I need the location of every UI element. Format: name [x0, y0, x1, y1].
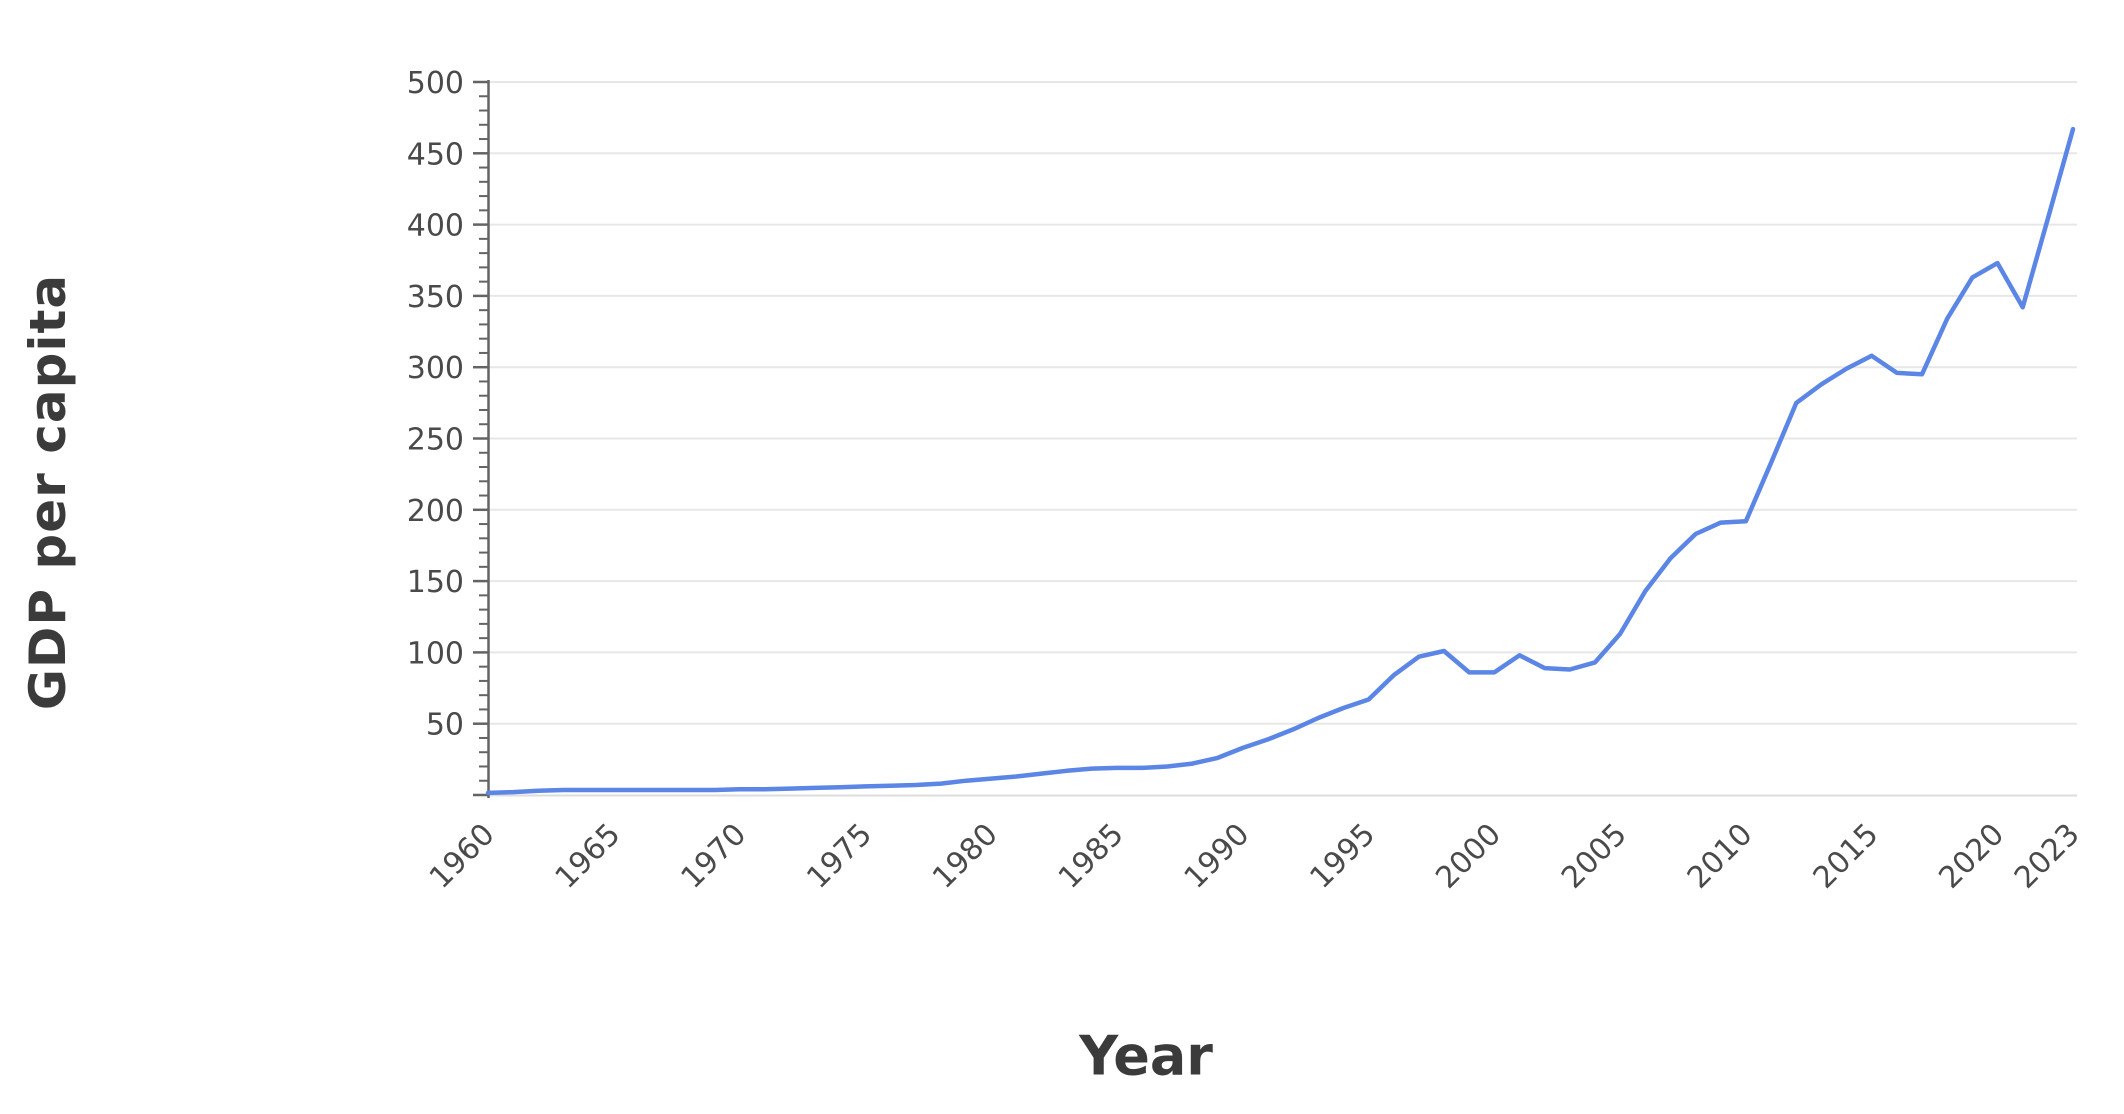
- x-tick-label: 1970: [675, 817, 754, 896]
- y-tick-label: 400: [407, 209, 464, 244]
- y-tick-label: 300: [407, 351, 464, 386]
- gdp-line-series: [485, 126, 2076, 796]
- x-tick-label: 2023: [2008, 817, 2087, 896]
- x-tick-label: 1995: [1303, 817, 1382, 896]
- x-tick-label: 1985: [1052, 817, 1131, 896]
- y-tick-label: 350: [407, 280, 464, 315]
- x-tick-label: 1980: [926, 817, 1005, 896]
- y-tick-label: 200: [407, 494, 464, 529]
- y-tick-label: 150: [407, 565, 464, 600]
- x-tick-label: 2000: [1429, 817, 1508, 896]
- x-tick-label: 2015: [1807, 817, 1886, 896]
- x-tick-label: 2020: [1932, 817, 2011, 896]
- x-tick-label: 1960: [423, 817, 502, 896]
- x-tick-label: 1990: [1178, 817, 1257, 896]
- y-axis-title: GDP per capita: [19, 273, 77, 711]
- x-tick-label: 1975: [800, 817, 879, 896]
- y-tick-label: 50: [426, 708, 464, 743]
- y-tick-label: 100: [407, 636, 464, 671]
- y-tick-label: 500: [407, 66, 464, 101]
- x-axis-title: Year: [1079, 1024, 1213, 1088]
- x-tick-label: 1965: [549, 817, 628, 896]
- x-tick-label: 2010: [1681, 817, 1760, 896]
- y-tick-label: 450: [407, 137, 464, 172]
- x-tick-label: 2005: [1555, 817, 1634, 896]
- y-tick-label: 250: [407, 423, 464, 458]
